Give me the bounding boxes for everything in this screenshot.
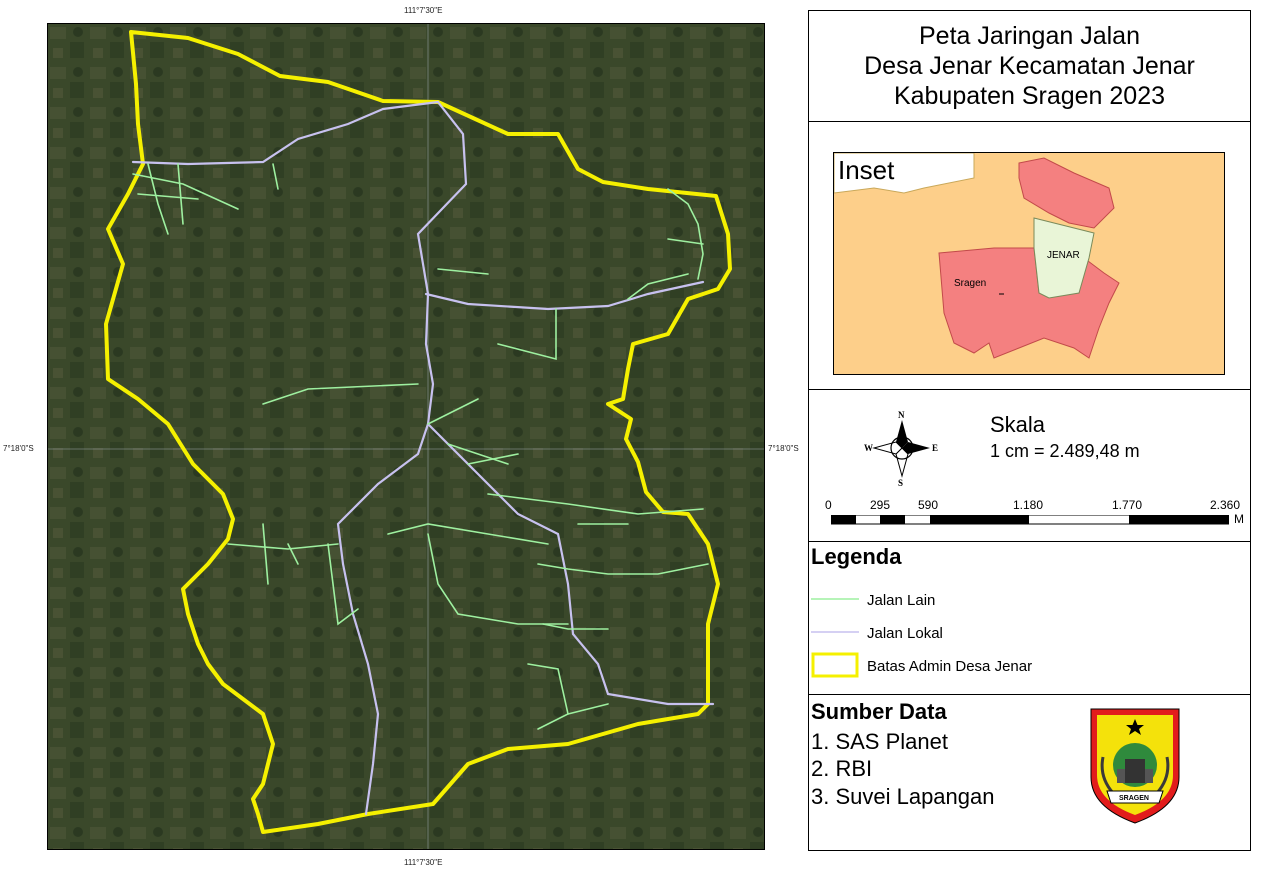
legend-swatch-jalan-lain	[811, 598, 859, 600]
inset-region-sragen	[938, 247, 1120, 359]
sragen-emblem-logo: SRAGEN	[1090, 708, 1180, 824]
scale-tick-1180: 1.180	[1013, 498, 1044, 512]
legend-label-jalan-lain: Jalan Lain	[867, 592, 936, 609]
north-arrow-icon: N S W E	[864, 410, 938, 486]
map-title-line3: Kabupaten Sragen 2023	[893, 82, 1166, 110]
local-roads	[131, 100, 715, 816]
legend-swatch-batas-admin	[811, 652, 859, 678]
legend-item-jalan-lokal: Jalan Lokal	[809, 621, 1249, 647]
map-title-line2: Desa Jenar Kecamatan Jenar	[864, 52, 1195, 80]
legend-swatch-jalan-lokal	[811, 631, 859, 633]
scale-section: N S W E Skala 1 cm = 2.489,48 m 0 295 59…	[809, 390, 1250, 542]
legend-item-batas-admin: Batas Admin Desa Jenar	[809, 652, 1249, 680]
scale-tick-295: 295	[870, 498, 891, 512]
scale-tick-2360: 2.360	[1210, 498, 1241, 512]
legend-label-batas-admin: Batas Admin Desa Jenar	[867, 658, 1033, 675]
inset-label-sragen: Sragen	[954, 278, 986, 289]
inset-region-north	[1018, 157, 1115, 229]
map-layout-panel: Peta Jaringan Jalan Desa Jenar Kecamatan…	[808, 10, 1251, 851]
source-item-3: 3. Suvei Lapangan	[811, 784, 995, 809]
scale-bar	[831, 515, 1229, 525]
scale-ratio: 1 cm = 2.489,48 m	[990, 441, 1140, 461]
inset-title: Inset	[836, 155, 897, 186]
scale-tick-590: 590	[918, 498, 939, 512]
legend-section: Legenda Jalan Lain Jalan Lokal Batas Adm…	[809, 542, 1250, 695]
scale-title: Skala	[990, 412, 1046, 437]
other-roads	[132, 163, 709, 730]
inset-canvas: JENAR Sragen	[834, 153, 1224, 374]
source-item-2: 2. RBI	[811, 756, 873, 781]
source-section: Sumber Data 1. SAS Planet 2. RBI 3. Suve…	[809, 695, 1250, 852]
legend-item-jalan-lain: Jalan Lain	[809, 588, 1249, 614]
map-title-line1: Peta Jaringan Jalan	[919, 22, 1140, 50]
emblem-text: SRAGEN	[1119, 795, 1149, 802]
latitude-label-left: 7°18'0"S	[3, 444, 34, 453]
satellite-imagery	[48, 24, 764, 849]
east-letter: E	[932, 443, 938, 453]
inset-region-jenar	[1033, 217, 1095, 299]
latitude-label-right: 7°18'0"S	[768, 444, 799, 453]
longitude-label-bottom: 111°7'30"E	[404, 858, 443, 867]
title-section: Peta Jaringan Jalan Desa Jenar Kecamatan…	[809, 11, 1250, 122]
village-boundary	[104, 30, 732, 834]
main-map[interactable]	[47, 23, 765, 850]
source-item-1: 1. SAS Planet	[811, 729, 948, 754]
south-letter: S	[898, 478, 903, 486]
inset-section: JENAR Sragen Inset	[809, 122, 1250, 390]
legend-label-jalan-lokal: Jalan Lokal	[867, 625, 943, 642]
longitude-label-top: 111°7'30"E	[404, 6, 443, 15]
scale-tick-0: 0	[825, 498, 832, 512]
scale-tick-1770: 1.770	[1112, 498, 1143, 512]
inset-label-jenar: JENAR	[1047, 250, 1080, 261]
north-letter: N	[898, 410, 905, 420]
inset-map[interactable]: JENAR Sragen Inset	[833, 152, 1225, 375]
map-canvas	[48, 24, 764, 849]
source-title: Sumber Data	[811, 699, 947, 724]
legend-title: Legenda	[811, 544, 902, 569]
west-letter: W	[864, 443, 873, 453]
scale-unit: M	[1234, 512, 1244, 526]
